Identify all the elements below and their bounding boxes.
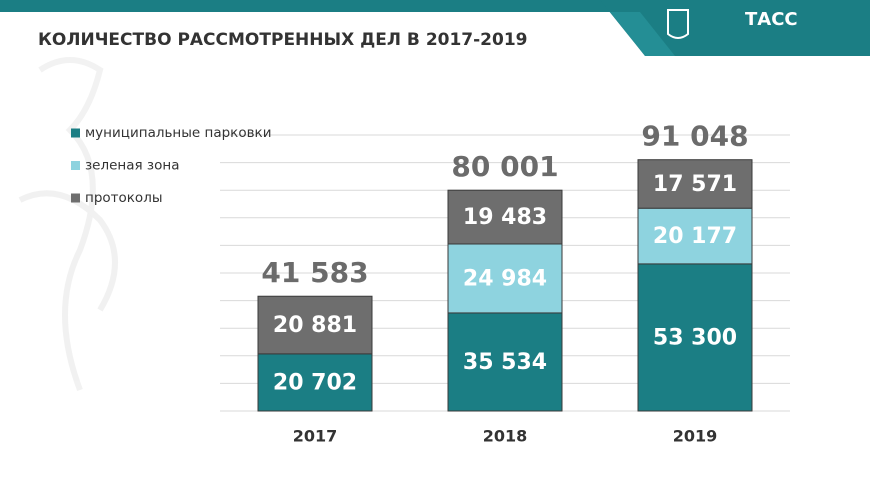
total-label: 80 001 <box>451 150 558 183</box>
legend-label: муниципальные парковки <box>85 125 271 141</box>
logo-text: ТАСС <box>745 9 798 30</box>
emblem <box>667 9 689 39</box>
value-label: 24 984 <box>463 266 547 291</box>
bar-segment <box>447 312 563 412</box>
x-tick-label: 2018 <box>483 427 528 446</box>
bar-segment <box>257 295 373 355</box>
x-tick-label: 2017 <box>293 427 338 446</box>
bar-segment <box>637 207 753 265</box>
x-tick-label: 2019 <box>673 427 718 446</box>
total-label: 41 583 <box>261 256 368 289</box>
legend-swatch <box>71 193 80 203</box>
total-label: 91 048 <box>641 120 748 153</box>
value-label: 20 177 <box>653 224 737 249</box>
value-label: 19 483 <box>463 205 547 230</box>
legend-swatch <box>71 161 80 170</box>
bar-segment <box>447 243 563 314</box>
header-accent <box>610 12 675 56</box>
chart-title: КОЛИЧЕСТВО РАССМОТРЕННЫХ ДЕЛ В 2017-2019 <box>38 30 528 50</box>
bar-segment <box>637 159 753 209</box>
bar-segment <box>257 353 373 412</box>
value-label: 20 702 <box>273 370 357 395</box>
watermark <box>18 57 118 392</box>
legend-swatch <box>71 128 80 138</box>
value-label: 20 881 <box>273 313 357 338</box>
value-label: 53 300 <box>653 325 737 350</box>
legend-label: протоколы <box>85 190 162 206</box>
legend-label: зеленая зона <box>85 158 179 174</box>
value-label: 35 534 <box>463 350 547 375</box>
bar-segment <box>447 189 563 245</box>
value-label: 17 571 <box>653 172 737 197</box>
